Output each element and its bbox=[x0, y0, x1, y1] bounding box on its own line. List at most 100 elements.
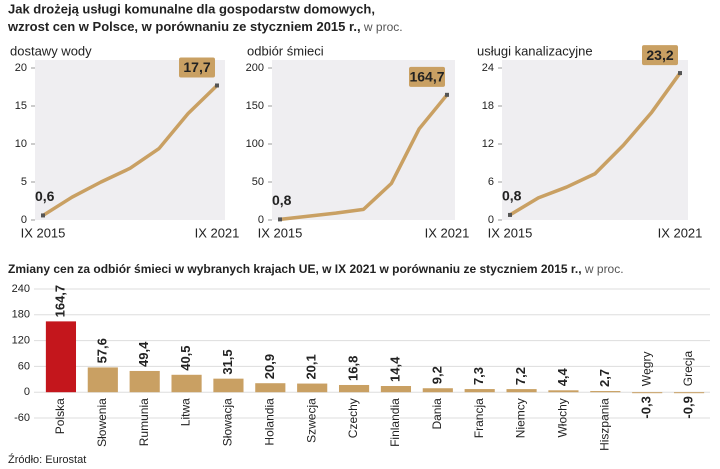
bar bbox=[171, 374, 202, 393]
x-tick-label: IX 2015 bbox=[258, 225, 303, 240]
bar bbox=[673, 392, 705, 394]
value-label: 9,2 bbox=[429, 366, 444, 384]
chart-title: odbiór śmieci bbox=[247, 43, 324, 58]
bar bbox=[297, 383, 328, 393]
y-tick-label: 150 bbox=[246, 100, 264, 112]
y-tick-label: 5 bbox=[21, 176, 27, 188]
y-tick-label: 60 bbox=[18, 360, 30, 372]
x-tick-label: Hiszpania bbox=[597, 398, 611, 451]
bar bbox=[213, 378, 244, 393]
chart-title: dostawy wody bbox=[10, 43, 92, 58]
value-label: 31,5 bbox=[220, 349, 235, 374]
value-label: 40,5 bbox=[178, 345, 193, 370]
bar bbox=[548, 390, 579, 393]
title-bold: wzrost cen w Polsce, w porównaniu ze sty… bbox=[7, 19, 361, 34]
value-label: 17,7 bbox=[183, 59, 210, 75]
value-label: 7,2 bbox=[513, 367, 528, 385]
x-tick-label: IX 2015 bbox=[21, 225, 66, 240]
bar bbox=[129, 370, 160, 393]
y-tick-label: 120 bbox=[12, 335, 30, 347]
point bbox=[215, 83, 219, 88]
bar-title-bold: Zmiany cen za odbiór śmieci w wybranych … bbox=[8, 262, 582, 276]
value-label: 14,4 bbox=[387, 356, 402, 382]
label-box bbox=[642, 45, 678, 66]
y-tick-label: 0 bbox=[21, 214, 27, 226]
y-tick-label: 0 bbox=[258, 214, 264, 226]
x-tick-label: Czechy bbox=[346, 398, 360, 438]
bar bbox=[422, 388, 453, 393]
x-tick-label: IX 2021 bbox=[195, 225, 240, 240]
value-label: 57,6 bbox=[94, 338, 109, 363]
x-tick-label: Holandia bbox=[262, 398, 276, 446]
x-tick-label: IX 2015 bbox=[488, 225, 533, 240]
point bbox=[508, 212, 512, 217]
value-label: 20,9 bbox=[262, 354, 277, 379]
y-tick-label: 15 bbox=[15, 100, 27, 112]
bar bbox=[464, 389, 495, 393]
value-label: 0,6 bbox=[35, 188, 55, 204]
value-label: 23,2 bbox=[646, 47, 673, 63]
point bbox=[445, 92, 449, 97]
bar-title-unit: w proc. bbox=[584, 262, 624, 276]
y-tick-label: 24 bbox=[482, 62, 494, 74]
y-tick-label: 6 bbox=[488, 176, 494, 188]
x-tick-label: Grecja bbox=[681, 351, 695, 387]
value-label: 164,7 bbox=[409, 69, 444, 85]
point bbox=[41, 213, 45, 218]
x-tick-label: Francja bbox=[472, 398, 486, 438]
title-line2: wzrost cen w Polsce, w porównaniu ze sty… bbox=[7, 19, 403, 34]
bar bbox=[338, 384, 370, 393]
bar bbox=[45, 321, 77, 393]
value-label: -0,9 bbox=[681, 396, 696, 418]
title-unit: w proc. bbox=[363, 20, 403, 34]
plot-area bbox=[35, 60, 225, 220]
y-tick-label: 20 bbox=[15, 62, 27, 74]
bar bbox=[255, 383, 286, 393]
bar bbox=[87, 367, 118, 393]
value-label: 16,8 bbox=[346, 356, 361, 381]
x-tick-label: Węgry bbox=[639, 352, 653, 387]
value-label: 7,3 bbox=[471, 367, 486, 385]
y-tick-label: -60 bbox=[14, 412, 30, 424]
y-tick-label: 240 bbox=[12, 283, 30, 295]
value-label: 4,4 bbox=[555, 367, 570, 386]
y-tick-label: 0 bbox=[488, 214, 494, 226]
label-box bbox=[409, 66, 445, 87]
x-tick-label: Polska bbox=[53, 398, 67, 434]
bar bbox=[590, 391, 621, 393]
line bbox=[279, 93, 449, 222]
y-tick-label: 100 bbox=[246, 138, 264, 150]
title-line1: Jak drożeją usługi komunalne dla gospoda… bbox=[8, 1, 375, 16]
value-label: 20,1 bbox=[304, 354, 319, 379]
chart-title: usługi kanalizacyjne bbox=[477, 43, 593, 58]
y-tick-label: 12 bbox=[482, 138, 494, 150]
line bbox=[509, 72, 682, 217]
x-tick-label: Słowenia bbox=[95, 398, 109, 447]
bar bbox=[506, 389, 537, 393]
value-label: 2,7 bbox=[597, 369, 612, 387]
bar bbox=[632, 392, 663, 394]
value-label: 164,7 bbox=[52, 285, 67, 318]
x-tick-label: Litwa bbox=[179, 398, 193, 426]
line bbox=[42, 84, 219, 217]
plot-area bbox=[502, 60, 688, 220]
label-box bbox=[179, 57, 215, 78]
x-tick-label: Szwecja bbox=[304, 398, 318, 443]
y-tick-label: 180 bbox=[12, 309, 30, 321]
value-label: 49,4 bbox=[136, 341, 151, 367]
bar-title: Zmiany cen za odbiór śmieci w wybranych … bbox=[8, 262, 624, 276]
x-tick-label: Włochy bbox=[556, 398, 570, 437]
y-tick-label: 50 bbox=[252, 176, 264, 188]
y-tick-label: 0 bbox=[24, 386, 30, 398]
x-tick-label: Finlandia bbox=[388, 398, 402, 447]
x-tick-label: Niemcy bbox=[514, 398, 528, 438]
value-label: 0,8 bbox=[272, 192, 292, 208]
y-tick-label: 200 bbox=[246, 62, 264, 74]
bar bbox=[380, 386, 412, 393]
y-tick-label: 10 bbox=[15, 138, 27, 150]
x-tick-label: Słowacja bbox=[221, 398, 235, 446]
value-label: 0,8 bbox=[502, 188, 522, 204]
x-tick-label: Dania bbox=[430, 398, 444, 430]
x-tick-label: IX 2021 bbox=[658, 225, 703, 240]
